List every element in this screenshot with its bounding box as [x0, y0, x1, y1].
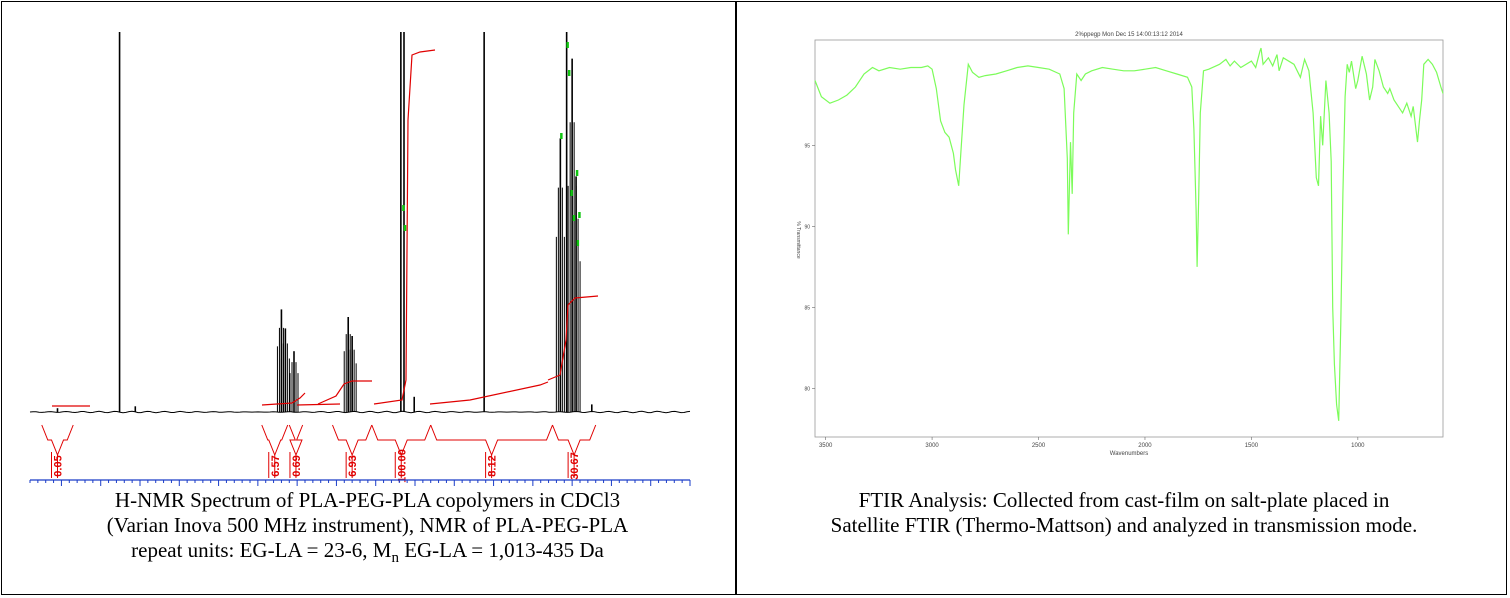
nmr-integral-bracket	[573, 424, 597, 456]
ftir-chart: 2%ppegp Mon Dec 15 14:00:13:12 2014 3500 3…	[795, 32, 1444, 457]
ftir-plot-frame	[814, 39, 1444, 438]
nmr-caption-line-3-post: EG-LA = 1,013-435 Da	[398, 538, 604, 562]
ftir-y-tick-label: 95	[804, 143, 810, 149]
ftir-x-tick-label: 2500	[1032, 443, 1046, 449]
ftir-series	[814, 47, 1444, 421]
nmr-integral-curve	[373, 49, 436, 405]
nmr-integral-curve	[261, 392, 306, 406]
ftir-title: 2%ppegp Mon Dec 15 14:00:13:12 2014	[1075, 32, 1183, 38]
nmr-integral-bracket	[552, 424, 575, 478]
ftir-x-axis-label: Wavenumbers	[1110, 451, 1148, 457]
ftir-panel: 2%ppegp Mon Dec 15 14:00:13:12 2014 3500 3…	[737, 0, 1509, 596]
ftir-y-tick-label: 85	[804, 305, 810, 311]
nmr-integral-bracket	[430, 424, 493, 478]
nmr-integral-bracket	[274, 424, 289, 456]
nmr-integral-bracket	[288, 424, 297, 478]
nmr-integral-curve	[317, 380, 372, 405]
nmr-integral-bracket	[332, 424, 353, 478]
ftir-x-tick-label: 1500	[1245, 443, 1259, 449]
nmr-integral-bracket	[41, 424, 58, 478]
nmr-integral-bracket	[371, 424, 402, 478]
nmr-integral-label: 30.67	[569, 452, 581, 480]
ftir-x-tick-label: 1000	[1351, 443, 1365, 449]
nmr-caption-line-3: repeat units: EG-LA = 23-6, Mn EG-LA = 1…	[4, 538, 731, 571]
ftir-plot-border	[814, 39, 1444, 438]
ftir-x-tick-label: 3500	[819, 443, 833, 449]
nmr-caption: H-NMR Spectrum of PLA-PEG-PLA copolymers…	[4, 488, 731, 571]
nmr-integral-bracket	[351, 424, 373, 456]
ftir-y-tick-label: 90	[804, 224, 810, 230]
nmr-caption-line-2: (Varian Inova 500 MHz instrument), NMR o…	[106, 513, 629, 537]
nmr-integral-bracket	[295, 424, 304, 456]
nmr-caption-line-1: H-NMR Spectrum of PLA-PEG-PLA copolymers…	[114, 488, 621, 512]
ftir-caption-line-1: FTIR Analysis: Collected from cast-film …	[858, 488, 1390, 512]
nmr-spectrum-layer	[29, 32, 691, 414]
nmr-integral-curve	[547, 295, 599, 381]
nmr-integral-label: 0.05	[53, 455, 65, 476]
nmr-integral-bracket	[491, 424, 553, 456]
nmr-integral-curve	[429, 381, 549, 405]
nmr-integral-label: 8.12	[487, 455, 499, 476]
nmr-integral-label: 0.69	[291, 455, 303, 476]
ftir-y-axis-label: % Transmittance	[795, 221, 801, 258]
ftir-axes: 2%ppegp Mon Dec 15 14:00:13:12 2014 3500 3…	[795, 32, 1365, 457]
nmr-integral-bracket	[261, 424, 276, 478]
table-divider	[735, 1, 737, 595]
nmr-caption-line-3-pre: repeat units: EG-LA = 23-6, M	[131, 538, 392, 562]
nmr-integral-bracket	[400, 424, 432, 456]
nmr-caption-mn-subscript: n	[391, 550, 399, 567]
nmr-integral-layer: 0.05 6.57 0.69 6.93 100.00 8.12 30.67	[41, 49, 599, 483]
ftir-x-tick-label: 3000	[925, 443, 939, 449]
nmr-integral-bracket	[57, 424, 74, 456]
ftir-y-tick-label: 80	[804, 386, 810, 392]
ftir-caption-line-2: Satellite FTIR (Thermo-Mattson) and anal…	[830, 513, 1418, 537]
ftir-caption: FTIR Analysis: Collected from cast-film …	[741, 488, 1507, 538]
nmr-integral-label: 6.57	[270, 455, 282, 476]
ftir-transmittance-line	[814, 47, 1444, 421]
nmr-integral-curve	[296, 403, 341, 406]
nmr-integral-label: 100.00	[396, 449, 408, 483]
nmr-integral-label: 6.93	[347, 455, 359, 476]
ftir-x-tick-label: 2000	[1138, 443, 1152, 449]
